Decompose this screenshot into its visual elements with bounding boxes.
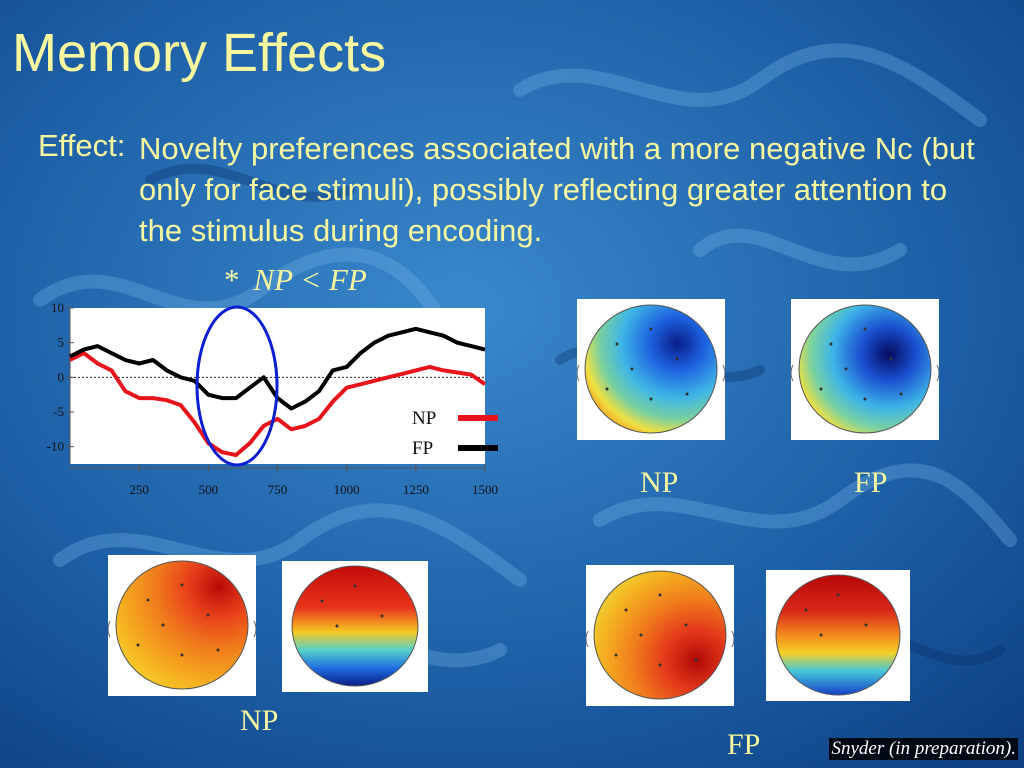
x-tick-label: 1250 <box>403 482 429 497</box>
bottom-caption-fp: FP <box>727 728 761 761</box>
effect-label: Effect: <box>38 128 126 163</box>
topomap-fp-bottom-2 <box>766 570 910 701</box>
x-tick-label: 250 <box>129 482 149 497</box>
slide-title: Memory Effects <box>12 23 387 83</box>
x-tick-label: 500 <box>199 482 219 497</box>
significance-note: * NP < FP <box>224 262 367 298</box>
y-tick-label: -5 <box>53 404 64 419</box>
erp-waveform-chart: 10 5 0 -5 -10 250 500 750 1000 1250 1500 NP FP <box>47 300 498 497</box>
effect-description: Novelty preferences associated with a mo… <box>139 131 975 248</box>
y-tick-label: 5 <box>58 335 65 350</box>
y-tick-label: 0 <box>58 369 65 384</box>
topomap-np-bottom-1 <box>108 555 256 696</box>
x-tick-label: 1500 <box>472 482 498 497</box>
topomap-caption-np: NP <box>640 466 679 499</box>
topomap-fp-bottom-1 <box>586 565 734 706</box>
significance-star: * <box>224 262 240 297</box>
y-tick-label: -10 <box>47 439 64 454</box>
bottom-caption-np: NP <box>240 704 279 737</box>
series-line-np <box>69 351 487 457</box>
legend-label-fp: FP <box>412 438 433 459</box>
topomap-fp-top <box>791 299 939 440</box>
x-tick-label: 1000 <box>334 482 360 497</box>
x-tick-label: 750 <box>268 482 288 497</box>
significance-comparison: NP < FP <box>253 262 367 297</box>
topomap-np-top <box>577 299 725 440</box>
highlight-ellipse <box>195 305 279 467</box>
topomap-np-bottom-2 <box>282 561 428 692</box>
y-tick-label: 10 <box>51 300 64 315</box>
topomap-caption-fp: FP <box>854 466 888 499</box>
citation: Snyder (in preparation). <box>829 738 1018 760</box>
legend-label-np: NP <box>412 408 436 429</box>
